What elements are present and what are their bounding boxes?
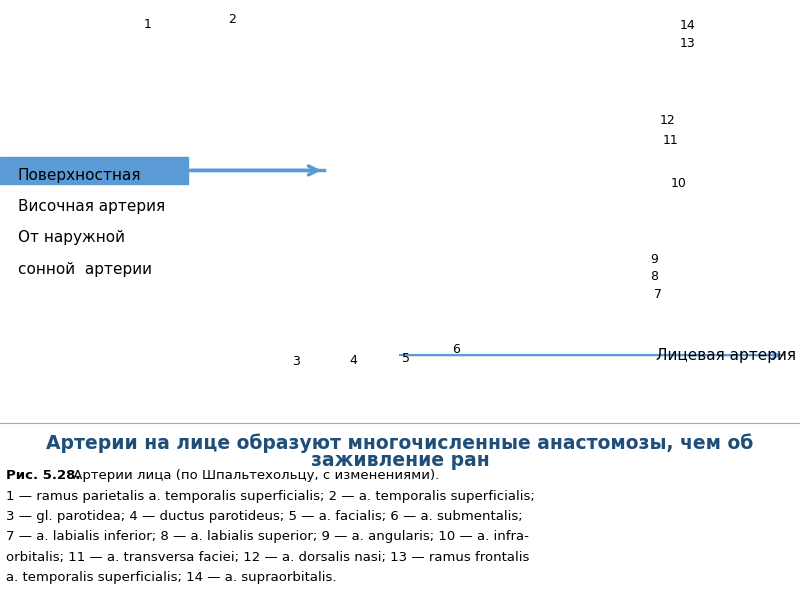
Bar xyxy=(0,0,124,423)
Text: 7: 7 xyxy=(654,287,662,301)
Text: Височная артерия: Височная артерия xyxy=(18,199,165,214)
Text: Рис. 5.28.: Рис. 5.28. xyxy=(6,469,81,482)
Text: Артерии лица (по Шпальтехольцу, с изменениями).: Артерии лица (по Шпальтехольцу, с измене… xyxy=(69,469,439,482)
Bar xyxy=(0,423,800,600)
Text: orbitalis; 11 — a. transversa faciei; 12 — a. dorsalis nasi; 13 — ramus frontali: orbitalis; 11 — a. transversa faciei; 12… xyxy=(6,551,530,564)
Text: Артерии на лице образуют многочисленные анастомозы, чем об: Артерии на лице образуют многочисленные … xyxy=(46,433,754,453)
Text: 12: 12 xyxy=(660,113,676,127)
Text: 1: 1 xyxy=(144,17,152,31)
Text: 5: 5 xyxy=(402,352,410,365)
Text: 13: 13 xyxy=(680,37,696,50)
Text: 11: 11 xyxy=(662,134,678,148)
Text: 9: 9 xyxy=(650,253,658,266)
Text: 8: 8 xyxy=(650,269,658,283)
Text: 3 — gl. parotidea; 4 — ductus parotideus; 5 — a. facialis; 6 — a. submentalis;: 3 — gl. parotidea; 4 — ductus parotideus… xyxy=(6,510,523,523)
Text: Поверхностная: Поверхностная xyxy=(18,168,141,183)
Text: Лицевая артерия: Лицевая артерия xyxy=(656,348,796,362)
Text: 6: 6 xyxy=(452,343,460,356)
Text: 2: 2 xyxy=(228,13,236,26)
Text: сонной  артерии: сонной артерии xyxy=(18,262,152,277)
Text: 4: 4 xyxy=(350,353,358,367)
Text: a. temporalis superficialis; 14 — a. supraorbitalis.: a. temporalis superficialis; 14 — a. sup… xyxy=(6,571,337,584)
Text: 3: 3 xyxy=(292,355,300,368)
Bar xyxy=(0,157,188,184)
Text: 10: 10 xyxy=(670,176,686,190)
Text: От наружной: От наружной xyxy=(18,230,125,245)
Text: 1 — ramus parietalis a. temporalis superficialis; 2 — a. temporalis superficiali: 1 — ramus parietalis a. temporalis super… xyxy=(6,490,535,503)
Text: заживление ран: заживление ран xyxy=(310,451,490,470)
Text: 14: 14 xyxy=(680,19,696,32)
Text: 7 — a. labialis inferior; 8 — a. labialis superior; 9 — a. angularis; 10 — a. in: 7 — a. labialis inferior; 8 — a. labiali… xyxy=(6,530,530,544)
